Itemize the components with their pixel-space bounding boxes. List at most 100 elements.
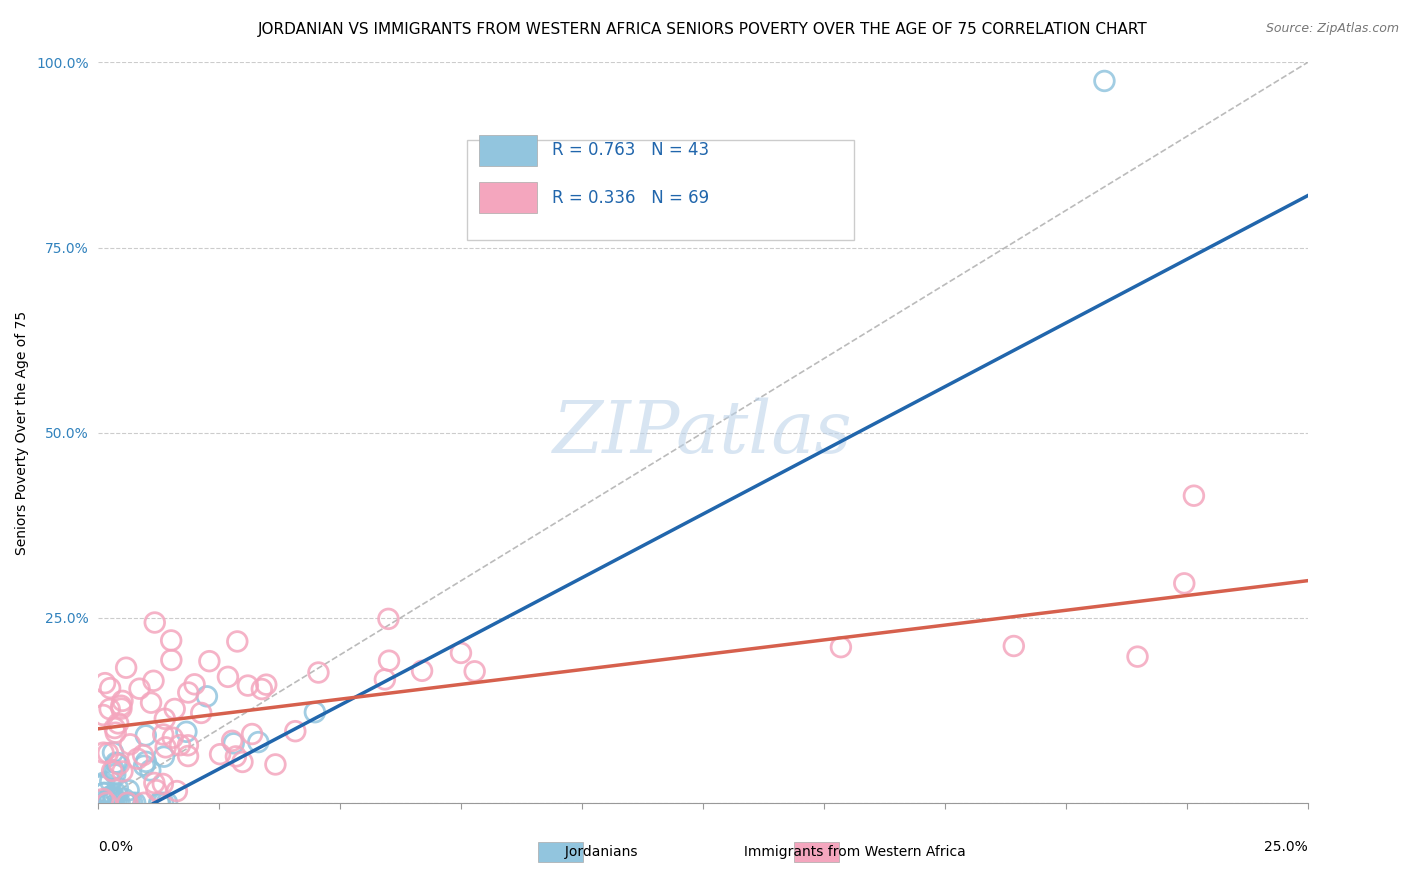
Point <box>143 615 166 630</box>
Point <box>1126 649 1149 664</box>
Point <box>464 665 486 679</box>
Point <box>176 724 198 739</box>
Point <box>101 746 124 760</box>
Text: Source: ZipAtlas.com: Source: ZipAtlas.com <box>1265 22 1399 36</box>
Point <box>1002 639 1025 653</box>
Point <box>217 670 239 684</box>
Point <box>226 634 249 648</box>
Point <box>152 777 174 791</box>
Point <box>107 716 129 731</box>
Point <box>94 676 117 690</box>
Text: Immigrants from Western Africa: Immigrants from Western Africa <box>721 845 966 859</box>
Point <box>115 661 138 675</box>
Text: R = 0.763   N = 43: R = 0.763 N = 43 <box>551 141 709 159</box>
Point <box>148 796 170 810</box>
Point <box>105 756 128 771</box>
Point <box>90 779 112 793</box>
Y-axis label: Seniors Poverty Over the Age of 75: Seniors Poverty Over the Age of 75 <box>15 310 30 555</box>
Point <box>111 694 134 708</box>
Point <box>1173 576 1195 591</box>
Point <box>198 654 221 668</box>
Point <box>91 708 114 723</box>
Point <box>411 664 433 678</box>
Point <box>830 640 852 654</box>
Point <box>96 796 118 810</box>
Point <box>101 764 124 778</box>
Point <box>163 702 186 716</box>
Point <box>118 796 141 810</box>
Point <box>121 796 143 810</box>
Point <box>160 633 183 648</box>
Point <box>101 788 124 802</box>
Point <box>103 790 125 805</box>
Point <box>124 796 146 810</box>
Point <box>143 776 166 790</box>
Point <box>115 796 138 810</box>
Point <box>156 796 179 810</box>
Point <box>110 701 132 715</box>
Point <box>104 756 127 770</box>
Point <box>118 783 141 797</box>
Point <box>114 792 136 806</box>
Point <box>128 681 150 696</box>
Point <box>145 783 167 797</box>
Point <box>93 786 115 800</box>
Point <box>139 764 162 778</box>
Point <box>221 734 243 748</box>
Text: ZIPatlas: ZIPatlas <box>553 397 853 468</box>
Point <box>132 748 155 763</box>
Point <box>93 746 115 760</box>
Point <box>149 796 172 810</box>
Point <box>153 749 176 764</box>
Text: R = 0.336   N = 69: R = 0.336 N = 69 <box>551 189 709 207</box>
Point <box>104 725 127 739</box>
Point <box>91 792 114 806</box>
Point <box>97 796 120 810</box>
Point <box>108 757 131 772</box>
Point <box>247 735 270 749</box>
Point <box>284 724 307 739</box>
Point <box>91 777 114 791</box>
Point <box>115 796 138 810</box>
Point <box>377 612 399 626</box>
Point <box>1094 74 1116 88</box>
Point <box>162 731 184 745</box>
Point <box>107 780 129 795</box>
Text: JORDANIAN VS IMMIGRANTS FROM WESTERN AFRICA SENIORS POVERTY OVER THE AGE OF 75 C: JORDANIAN VS IMMIGRANTS FROM WESTERN AFR… <box>259 22 1147 37</box>
FancyBboxPatch shape <box>467 140 855 240</box>
Point <box>104 721 127 735</box>
Point <box>132 758 155 772</box>
Point <box>1182 489 1205 503</box>
Point <box>236 679 259 693</box>
Point <box>139 696 162 710</box>
Point <box>110 698 132 713</box>
Point <box>166 784 188 798</box>
Point <box>374 673 396 687</box>
Point <box>142 673 165 688</box>
Point <box>120 737 142 751</box>
Point <box>250 681 273 696</box>
Point <box>155 740 177 755</box>
Point <box>195 690 218 704</box>
Point <box>209 747 232 761</box>
FancyBboxPatch shape <box>479 135 537 166</box>
Point <box>378 654 401 668</box>
Point <box>97 746 120 760</box>
Point <box>135 728 157 742</box>
Point <box>152 727 174 741</box>
Text: 0.0%: 0.0% <box>98 840 134 855</box>
Point <box>152 796 174 810</box>
Point <box>307 665 329 680</box>
Text: 25.0%: 25.0% <box>1264 840 1308 855</box>
Text: Jordanians: Jordanians <box>543 845 638 859</box>
Point <box>240 727 263 741</box>
Bar <box>794 842 839 862</box>
Point <box>190 706 212 720</box>
Point <box>105 787 128 801</box>
Point <box>104 767 127 781</box>
Point <box>132 796 155 810</box>
Point <box>254 678 277 692</box>
FancyBboxPatch shape <box>479 182 537 212</box>
Point <box>222 736 245 750</box>
Point <box>93 775 115 789</box>
